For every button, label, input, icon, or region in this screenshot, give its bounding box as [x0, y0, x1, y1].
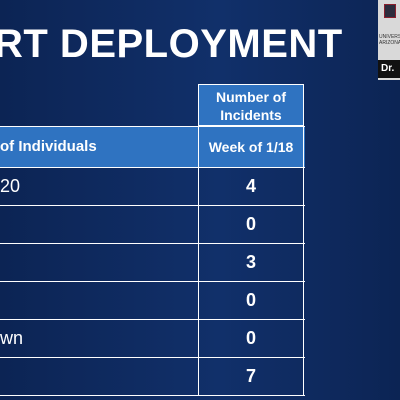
row-value: 0: [198, 282, 304, 319]
slide-title: RT DEPLOYMENT: [0, 22, 343, 66]
row-label: wn: [0, 328, 24, 348]
row-label: 20: [0, 176, 21, 196]
row-value: 4: [198, 168, 304, 205]
table-header-row: of Individuals Week of 1/18: [0, 126, 305, 168]
incidents-table: Number of Incidents of Individuals Week …: [0, 84, 305, 396]
row-label: [0, 358, 198, 395]
row-label: [0, 282, 198, 319]
university-logo-text: UNIVERSITY ARIZONA: [379, 34, 400, 46]
table-row: wn 0: [0, 320, 305, 358]
table-row: 7: [0, 358, 305, 396]
university-logo-icon: [384, 4, 396, 18]
presenter-name: Dr.: [378, 60, 400, 78]
row-value: 0: [198, 206, 304, 243]
row-value: 7: [198, 358, 304, 395]
table-header-individuals: of Individuals: [0, 138, 97, 155]
table-row: 0: [0, 282, 305, 320]
row-value: 0: [198, 320, 304, 357]
row-label: [0, 206, 198, 243]
table-row: 20 4: [0, 168, 305, 206]
table-row: 0: [0, 206, 305, 244]
table-header-number-of-incidents: Number of Incidents: [198, 84, 304, 126]
row-value: 3: [198, 244, 304, 281]
row-label: [0, 244, 198, 281]
table-row: 3: [0, 244, 305, 282]
table-header-week: Week of 1/18: [198, 127, 304, 167]
webcam-thumbnail: UNIVERSITY ARIZONA Dr.: [378, 0, 400, 80]
